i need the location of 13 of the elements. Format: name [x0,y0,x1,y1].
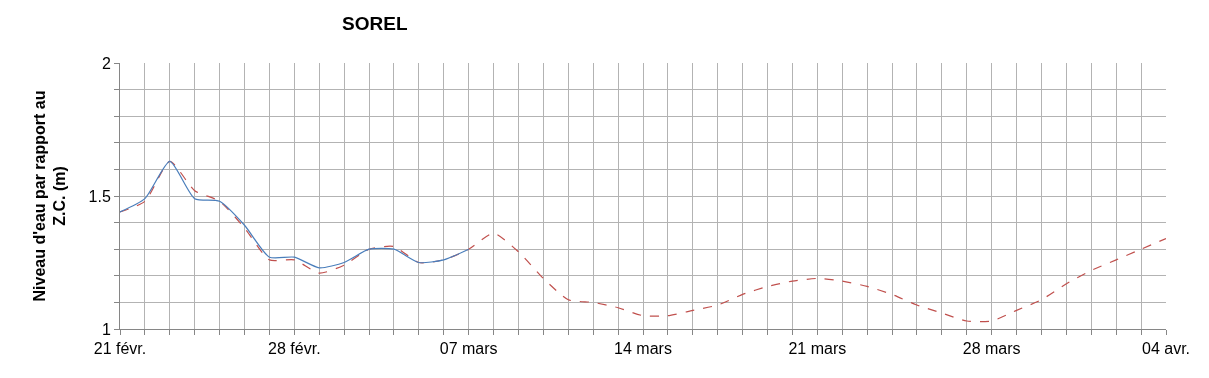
x-tick-label: 28 mars [962,340,1021,358]
x-tick-label: 28 févr. [268,340,321,358]
y-axis-title: Niveau d'eau par rapport au Z.C. (m) [30,90,69,302]
x-tick-label: 14 mars [614,340,672,358]
y-tick-label: 1 [101,320,111,338]
line-series [120,160,470,269]
chart-title: SOREL [342,13,408,35]
y-tick-label: 1.5 [88,187,111,205]
y-tick-label: 2 [101,54,111,72]
x-tick-label: 21 févr. [93,340,147,358]
x-tick-label: 21 mars [788,340,847,358]
x-tick-label: 07 mars [439,340,498,358]
x-tick-label: 04 avr. [1141,340,1191,358]
